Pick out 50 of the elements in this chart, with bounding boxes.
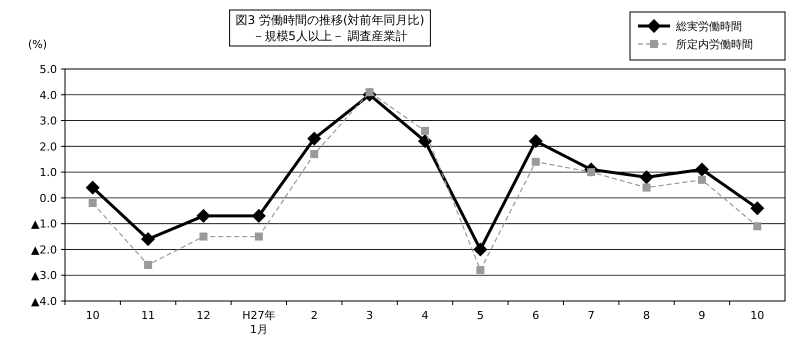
point xyxy=(252,208,266,223)
point xyxy=(640,170,654,184)
point xyxy=(199,232,208,241)
legend-label: 総実労働時間 xyxy=(675,20,742,33)
point xyxy=(421,126,429,135)
x-tick-label: 6 xyxy=(532,309,540,322)
point xyxy=(86,180,100,195)
point xyxy=(473,242,488,256)
y-tick-label: 3.0 xyxy=(40,114,57,128)
x-tick-label: 12 xyxy=(196,309,210,322)
legend-label: 所定内労働時間 xyxy=(676,38,753,51)
y-tick-label: 5.0 xyxy=(40,63,57,76)
x-tick-label: 10 xyxy=(86,309,100,322)
point xyxy=(753,222,762,230)
y-tick-label: 1.0 xyxy=(40,166,57,180)
x-tick-label: 5 xyxy=(476,309,484,322)
y-tick-label: 4.0 xyxy=(40,88,57,102)
point xyxy=(418,134,432,148)
x-tick-label: 2 xyxy=(310,309,318,322)
point xyxy=(698,176,706,184)
x-tick-label: 10 xyxy=(750,309,764,322)
y-tick-label: 2.0 xyxy=(40,140,57,154)
x-tick-label: 7 xyxy=(588,309,595,322)
chart-subtitle: －規模5人以上－ 調査産業計 xyxy=(252,29,408,43)
x-tick-label: 11 xyxy=(141,309,156,322)
point xyxy=(694,162,709,177)
point xyxy=(750,201,764,216)
y-tick-label: ▲2.0 xyxy=(31,243,57,256)
point xyxy=(532,158,540,166)
point xyxy=(254,232,263,241)
x-tick-label: H27年 1月 xyxy=(242,309,276,336)
point xyxy=(88,199,97,208)
point xyxy=(642,184,651,192)
y-tick-label: ▲4.0 xyxy=(31,295,57,308)
chart-title: 図3 労働時間の推移(対前年同月比) xyxy=(236,13,424,27)
point xyxy=(307,132,322,146)
point xyxy=(476,266,484,274)
x-tick-label: 9 xyxy=(698,309,706,322)
y-axis-title: (%) xyxy=(28,38,48,51)
y-tick-label: 0.0 xyxy=(40,192,57,205)
x-tick-label: 8 xyxy=(643,309,650,322)
point xyxy=(144,260,152,269)
point xyxy=(196,208,210,223)
point xyxy=(310,150,318,158)
x-tick-label: 4 xyxy=(422,309,428,322)
point xyxy=(141,232,156,246)
x-tick-label: 3 xyxy=(366,309,374,322)
y-tick-label: ▲3.0 xyxy=(31,269,57,282)
y-tick-label: ▲1.0 xyxy=(31,218,57,231)
point xyxy=(528,134,543,148)
